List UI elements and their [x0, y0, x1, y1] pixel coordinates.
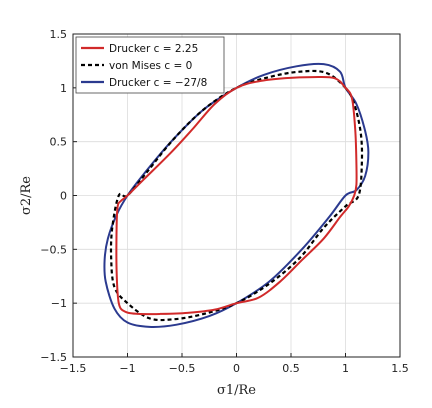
x-tick-label: 1.5 — [391, 362, 409, 375]
curves — [103, 62, 370, 328]
x-tick-label: 0 — [233, 362, 240, 375]
legend: Drucker c = 2.25 von Mises c = 0 Drucker c… — [75, 36, 225, 94]
axis-ticks: −1.5−1.5 −1 −1 −0.5 −0.5 0 0 0.5 0.5 1 1 1.5 1.5 — [40, 28, 408, 375]
y-tick-label: 1 — [60, 82, 67, 95]
x-tick-label: 1 — [342, 362, 349, 375]
x-tick-label: 0.5 — [282, 362, 300, 375]
y-tick-label: −1 — [51, 297, 67, 310]
legend-label-2: Drucker c = −27/8 — [109, 77, 207, 89]
y-tick-label: −1.5 — [40, 351, 67, 364]
series-line-0 — [115, 75, 358, 316]
y-tick-label: −0.5 — [40, 243, 67, 256]
x-tick-label: −1.5 — [60, 362, 87, 375]
y-tick-label: 1.5 — [50, 28, 68, 41]
y-axis-label: σ2/Re — [19, 176, 34, 215]
legend-label-1: von Mises c = 0 — [109, 60, 192, 72]
legend-label-0: Drucker c = 2.25 — [109, 43, 198, 55]
x-tick-label: −1 — [119, 362, 135, 375]
legend-box — [75, 36, 225, 94]
x-axis-label: σ1/Re — [217, 383, 256, 398]
x-tick-label: −0.5 — [169, 362, 196, 375]
y-tick-label: 0 — [60, 190, 67, 203]
y-tick-label: 0.5 — [50, 136, 68, 149]
